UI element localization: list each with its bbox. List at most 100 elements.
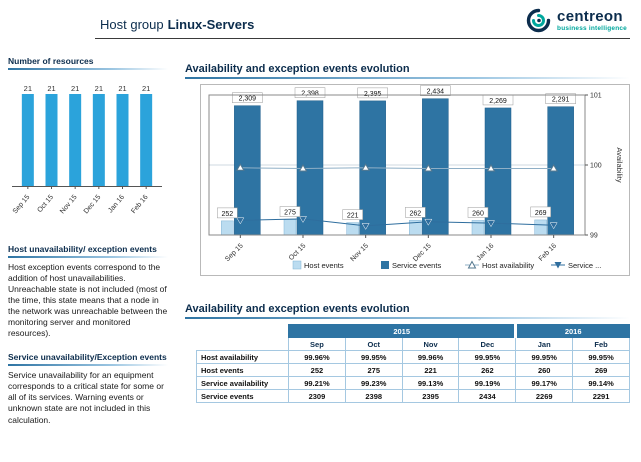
resources-title-underline [8, 68, 168, 70]
table-cell: 2395 [401, 389, 460, 403]
table-cell: 99.95% [344, 350, 403, 364]
host-events-value: 269 [535, 210, 547, 217]
table-month-header: Feb [572, 337, 630, 351]
resource-bar-value: 21 [24, 84, 32, 93]
resource-category-label: Jan 16 [107, 194, 126, 215]
host-availability-line [240, 167, 554, 170]
service-events-value: 2,395 [364, 91, 382, 98]
host-events-bar [534, 219, 547, 236]
service-availability-marker [236, 217, 245, 225]
resource-category-label: Nov 15 [59, 194, 79, 216]
legend-host-availability-marker [467, 260, 477, 269]
table-cell: 99.14% [572, 376, 630, 390]
table-cell: 252 [288, 363, 346, 377]
resource-bar-value: 21 [95, 84, 103, 93]
service-events-value: 2,269 [489, 98, 507, 105]
table-year-header: 2015 [287, 324, 517, 338]
legend-service-availability-label: Service ... [568, 261, 601, 270]
legend-host-events-swatch [292, 260, 302, 270]
right-axis-tick: 99 [590, 233, 598, 240]
page-title-prefix: Host group [100, 17, 164, 32]
table-row-label: Host events [196, 363, 289, 377]
host-availability-marker [549, 164, 559, 172]
x-axis-label: Nov 15 [349, 242, 370, 263]
table-cell: 99.21% [288, 376, 346, 390]
page-title-hostgroup: Linux-Servers [167, 17, 255, 32]
table-cell: 2269 [515, 389, 574, 403]
host-events-value: 275 [284, 210, 296, 217]
table-cell: 99.17% [515, 376, 574, 390]
resource-bar [140, 94, 153, 186]
table-row: Service events 2309 2398 2395 2434 2269 2291 [196, 389, 630, 403]
table-cell: 269 [572, 363, 630, 377]
table-cell: 99.19% [458, 376, 517, 390]
resource-bar [69, 94, 82, 186]
table-corner [196, 324, 289, 338]
chart-section-title: Availability and exception events evolut… [185, 63, 410, 75]
resource-bar-value: 21 [118, 84, 126, 93]
legend-host-events-label: Host events [304, 261, 344, 270]
legend-service-events-swatch [381, 261, 389, 269]
resource-bar [116, 94, 129, 186]
resource-category-label: Oct 15 [36, 194, 55, 214]
centreon-logo-icon [526, 8, 551, 33]
resources-section-title: Number of resources [8, 56, 94, 66]
table-section-header: Availability and exception events evolut… [185, 303, 630, 323]
resource-category-label: Sep 15 [12, 194, 32, 216]
page-title: Host group Linux-Servers [100, 17, 254, 32]
service-events-bar [422, 98, 449, 236]
service-events-value: 2,291 [552, 97, 570, 104]
sidebar: Number of resources 21 21 21 21 21 21 Sep 15 Oc… [8, 56, 168, 426]
x-axis-label: Jan 16 [476, 242, 496, 262]
chart-title-underline [185, 77, 630, 79]
centreon-brand-name: centreon [557, 7, 623, 25]
right-axis-tick: 101 [590, 93, 602, 100]
resource-bar-value: 21 [47, 84, 55, 93]
host-availability-marker [486, 164, 496, 172]
legend-service-events-label: Service events [392, 261, 441, 270]
table-month-header: Sep [288, 337, 346, 351]
service-availability-marker [487, 220, 495, 228]
host-availability-marker [235, 163, 245, 171]
x-axis-label: Dec 15 [412, 242, 433, 263]
table-row-label: Host availability [196, 350, 289, 364]
table-cell: 221 [401, 363, 460, 377]
resource-bar [45, 94, 58, 186]
centreon-logo-text: centreon business intelligence [557, 9, 627, 33]
sidebar-section-resources: Number of resources 21 21 21 21 21 21 Sep 15 Oc… [8, 56, 168, 231]
chart-section-header: Availability and exception events evolut… [185, 63, 630, 83]
table-cell: 2309 [288, 389, 346, 403]
right-axis-label: Availability [615, 147, 624, 183]
table-row-label: Service availability [196, 376, 289, 390]
table-corner [196, 337, 289, 351]
table-row-label: Service events [196, 389, 289, 403]
service-events-value: 2,434 [427, 89, 445, 96]
resource-bar-value: 21 [71, 84, 79, 93]
table-cell: 2434 [458, 389, 517, 403]
service-section-description: Service unavailability for an equipment … [8, 370, 164, 425]
service-availability-marker [424, 218, 433, 226]
service-availability-marker [361, 223, 370, 230]
service-availability-marker [299, 216, 307, 223]
centreon-brand-tagline: business intelligence [557, 24, 627, 32]
table-month-header: Oct [344, 337, 403, 351]
table-row: Host events 252 275 221 262 260 269 [196, 363, 630, 377]
host-availability-marker [423, 164, 433, 172]
table-cell: 99.13% [401, 376, 460, 390]
table-cell: 275 [344, 363, 403, 377]
host-availability-marker [298, 164, 308, 172]
host-events-bar [283, 219, 297, 236]
host-events-value: 221 [347, 213, 359, 220]
resources-bar-chart-svg: 21 21 21 21 21 21 Sep 15 Oct 15 Nov 15 Dec 15 Jan … [12, 84, 162, 216]
host-section-description: Host exception events correspond to the … [8, 262, 168, 339]
x-axis-label: Sep 15 [224, 242, 245, 263]
resource-bar [21, 94, 34, 186]
right-axis-tick: 100 [590, 163, 602, 170]
table-title-underline [185, 317, 630, 319]
host-events-value: 252 [221, 211, 233, 218]
legend-host-availability-label: Host availability [482, 261, 534, 270]
table-month-header: Nov [401, 337, 460, 351]
header-divider [95, 38, 630, 39]
service-section-title: Service unavailability/Exception events [8, 352, 167, 363]
x-axis-label: Feb 16 [538, 242, 558, 262]
